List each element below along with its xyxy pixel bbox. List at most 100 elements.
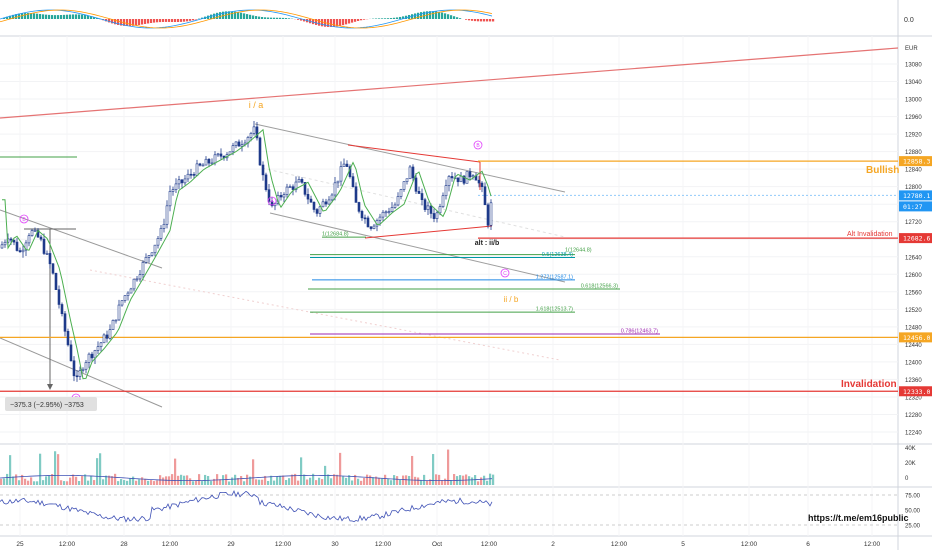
time-tick: 25	[16, 541, 24, 548]
candle-body	[178, 180, 180, 184]
candle-body	[397, 196, 399, 204]
volume-tick: 40K	[905, 446, 916, 452]
candle-body	[346, 164, 348, 167]
candle-body	[22, 250, 24, 252]
level-label-invalidation: Invalidation	[841, 379, 897, 390]
volume-bar	[369, 475, 371, 485]
volume-bar	[396, 476, 398, 485]
candle-body	[130, 289, 132, 293]
candle-body	[43, 239, 45, 253]
histogram-bar	[477, 19, 479, 21]
volume-bar	[342, 476, 344, 485]
volume-bar	[192, 481, 194, 485]
volume-bar	[69, 478, 71, 485]
volume-bar	[81, 476, 83, 485]
watermark-link[interactable]: https://t.me/em16public	[808, 513, 909, 523]
volume-bar	[327, 474, 329, 485]
volume-bar	[36, 481, 38, 485]
candle-body	[301, 179, 303, 182]
candle-body	[289, 187, 291, 188]
volume-bar	[117, 481, 119, 485]
candle-body	[73, 361, 75, 376]
volume-bar	[255, 479, 257, 485]
volume-bar	[120, 479, 122, 485]
volume-bar	[186, 475, 188, 485]
measure-label: −375.3 (−2.95%) −3753	[10, 402, 84, 409]
volume-bar	[180, 475, 182, 485]
volume-bar	[351, 480, 353, 485]
candle-body	[103, 335, 105, 343]
histogram-bar	[360, 19, 362, 20]
volume-bar	[102, 479, 104, 485]
candle-body	[205, 159, 207, 165]
histogram-bar	[396, 17, 398, 19]
price-tick: 12720	[905, 220, 922, 226]
candle-body	[457, 178, 459, 182]
fib-label: 0.786(12463.7)	[621, 328, 658, 334]
candle-body	[4, 242, 6, 245]
volume-bar	[420, 481, 422, 485]
candle-body	[64, 314, 66, 332]
histogram-bar	[147, 19, 149, 23]
volume-bar	[315, 480, 317, 485]
volume-bar	[24, 479, 26, 485]
histogram-bar	[51, 15, 53, 19]
candle-body	[133, 279, 135, 289]
histogram-bar	[162, 19, 164, 22]
volume-bar	[384, 475, 386, 485]
volume-bar	[162, 477, 164, 485]
histogram-bar	[468, 19, 470, 20]
volume-bar	[150, 480, 152, 485]
histogram-bar	[186, 19, 188, 21]
candle-body	[409, 167, 411, 179]
candle-body	[79, 370, 81, 376]
candle-body	[370, 227, 372, 229]
price-tick: 12880	[905, 150, 922, 156]
histogram-bar	[180, 19, 182, 22]
price-badge-text: 12682.6	[903, 235, 930, 243]
candle-body	[427, 206, 429, 210]
volume-bar	[282, 476, 284, 485]
volume-bar	[309, 478, 311, 485]
candle-body	[442, 196, 444, 207]
volume-bar	[48, 475, 50, 485]
volume-bar	[240, 476, 242, 485]
candle-body	[91, 354, 93, 358]
candle-body	[394, 205, 396, 208]
candle-body	[136, 279, 138, 280]
volume-bar	[345, 478, 347, 485]
histogram-bar	[129, 19, 131, 26]
candle-body	[490, 203, 492, 225]
histogram-bar	[285, 18, 287, 19]
histogram-bar	[348, 19, 350, 23]
histogram-bar	[432, 11, 434, 19]
candle-body	[469, 172, 471, 177]
volume-bar	[132, 477, 134, 485]
candle-body	[250, 133, 252, 137]
candle-body	[34, 230, 36, 231]
histogram-bar	[438, 12, 440, 19]
candle-body	[211, 163, 213, 164]
histogram-bar	[237, 12, 239, 19]
candle-body	[403, 182, 405, 190]
volume-bar	[357, 479, 359, 485]
volume-bar	[42, 480, 44, 485]
histogram-bar	[483, 19, 485, 21]
candle-body	[49, 253, 51, 263]
volume-bar	[135, 481, 137, 485]
histogram-bar	[48, 15, 50, 19]
histogram-bar	[492, 19, 494, 21]
candle-body	[421, 193, 423, 199]
volume-bar	[363, 478, 365, 485]
histogram-bar	[24, 13, 26, 19]
candle-body	[145, 257, 147, 262]
candle-body	[97, 347, 99, 351]
candle-body	[445, 186, 447, 196]
rsi-tick: 25.00	[905, 524, 921, 530]
histogram-bar	[375, 18, 377, 19]
candle-body	[361, 211, 363, 218]
volume-bar	[147, 481, 149, 485]
candle-body	[358, 202, 360, 211]
volume-bar	[288, 478, 290, 485]
